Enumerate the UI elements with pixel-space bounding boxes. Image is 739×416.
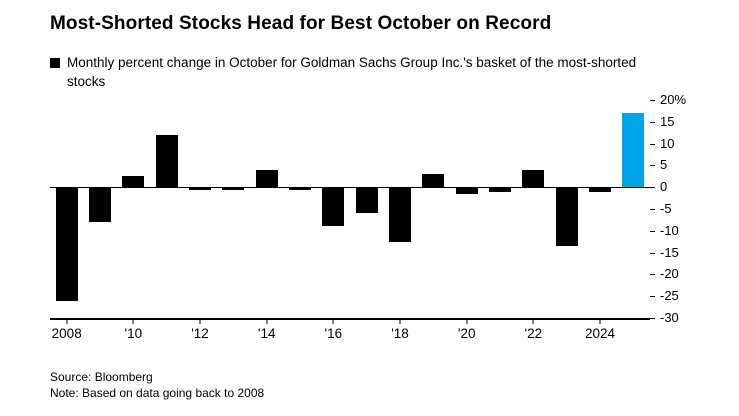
y-axis-label: 5 xyxy=(660,157,668,173)
y-axis-label: 0 xyxy=(660,179,668,195)
x-tick xyxy=(266,320,268,324)
bar-2020 xyxy=(455,187,478,194)
y-tick xyxy=(650,121,655,123)
bar-2014 xyxy=(255,169,278,188)
y-tick xyxy=(650,165,655,167)
x-tick xyxy=(199,320,201,324)
x-axis-label: '22 xyxy=(524,326,543,341)
y-axis-label: -10 xyxy=(660,222,679,238)
zero-baseline xyxy=(50,187,650,189)
bar-2021 xyxy=(489,187,511,192)
y-tick xyxy=(650,318,655,319)
y-axis-label: -25 xyxy=(660,288,679,304)
y-tick xyxy=(650,100,655,101)
x-tick xyxy=(66,320,68,324)
bar-2008 xyxy=(55,187,78,301)
bar-2022 xyxy=(522,169,545,188)
bar-2018 xyxy=(389,187,411,242)
bar-2009 xyxy=(89,187,111,223)
bar-2016 xyxy=(322,187,345,227)
data-note: Note: Based on data going back to 2008 xyxy=(50,386,265,400)
chart-footer: Source: Bloomberg Note: Based on data go… xyxy=(50,369,264,401)
x-tick xyxy=(466,320,468,324)
bar-2012 xyxy=(189,187,211,191)
x-axis-label: '12 xyxy=(191,326,209,341)
y-tick xyxy=(650,187,655,189)
y-tick xyxy=(650,296,655,298)
y-tick xyxy=(650,230,655,232)
y-axis-label: -20 xyxy=(660,266,679,282)
y-axis-label: -5 xyxy=(660,201,672,216)
legend-swatch-icon xyxy=(50,58,60,68)
legend: Monthly percent change in October for Go… xyxy=(50,54,680,92)
bar-2013 xyxy=(222,187,245,191)
bar-2023 xyxy=(555,187,578,247)
bar-2010 xyxy=(122,176,145,188)
x-axis-label: '10 xyxy=(124,326,143,341)
chart-title: Most-Shorted Stocks Head for Best Octobe… xyxy=(50,13,552,34)
bar-2019 xyxy=(422,174,445,188)
plot-area xyxy=(50,100,650,320)
x-tick xyxy=(332,320,334,324)
y-axis-label: -15 xyxy=(660,244,679,260)
bar-2015 xyxy=(289,187,311,191)
y-axis-label: -30 xyxy=(660,310,679,325)
y-axis-label: 20% xyxy=(660,92,687,107)
legend-label: Monthly percent change in October for Go… xyxy=(67,55,637,89)
bar-2017 xyxy=(355,187,378,214)
y-tick xyxy=(650,252,655,254)
bar-2024 xyxy=(589,187,611,192)
y-tick xyxy=(650,274,655,276)
source-note: Source: Bloomberg xyxy=(50,370,153,384)
x-tick xyxy=(132,320,134,324)
x-axis-label: '14 xyxy=(257,326,276,341)
x-tick xyxy=(599,320,601,324)
x-tick xyxy=(532,320,534,324)
y-axis-label: 15 xyxy=(660,113,675,129)
x-axis-label: '18 xyxy=(391,326,409,341)
x-axis-label: '16 xyxy=(324,326,343,341)
y-tick xyxy=(650,209,655,210)
y-axis-label: 10 xyxy=(660,135,675,151)
y-tick xyxy=(650,143,655,145)
x-axis-label: '20 xyxy=(457,326,476,341)
bar-2011 xyxy=(155,134,178,188)
x-tick xyxy=(399,320,401,324)
x-axis-label: 2008 xyxy=(51,326,82,341)
x-axis-label: 2024 xyxy=(584,326,616,341)
bar-2025 xyxy=(622,113,645,188)
